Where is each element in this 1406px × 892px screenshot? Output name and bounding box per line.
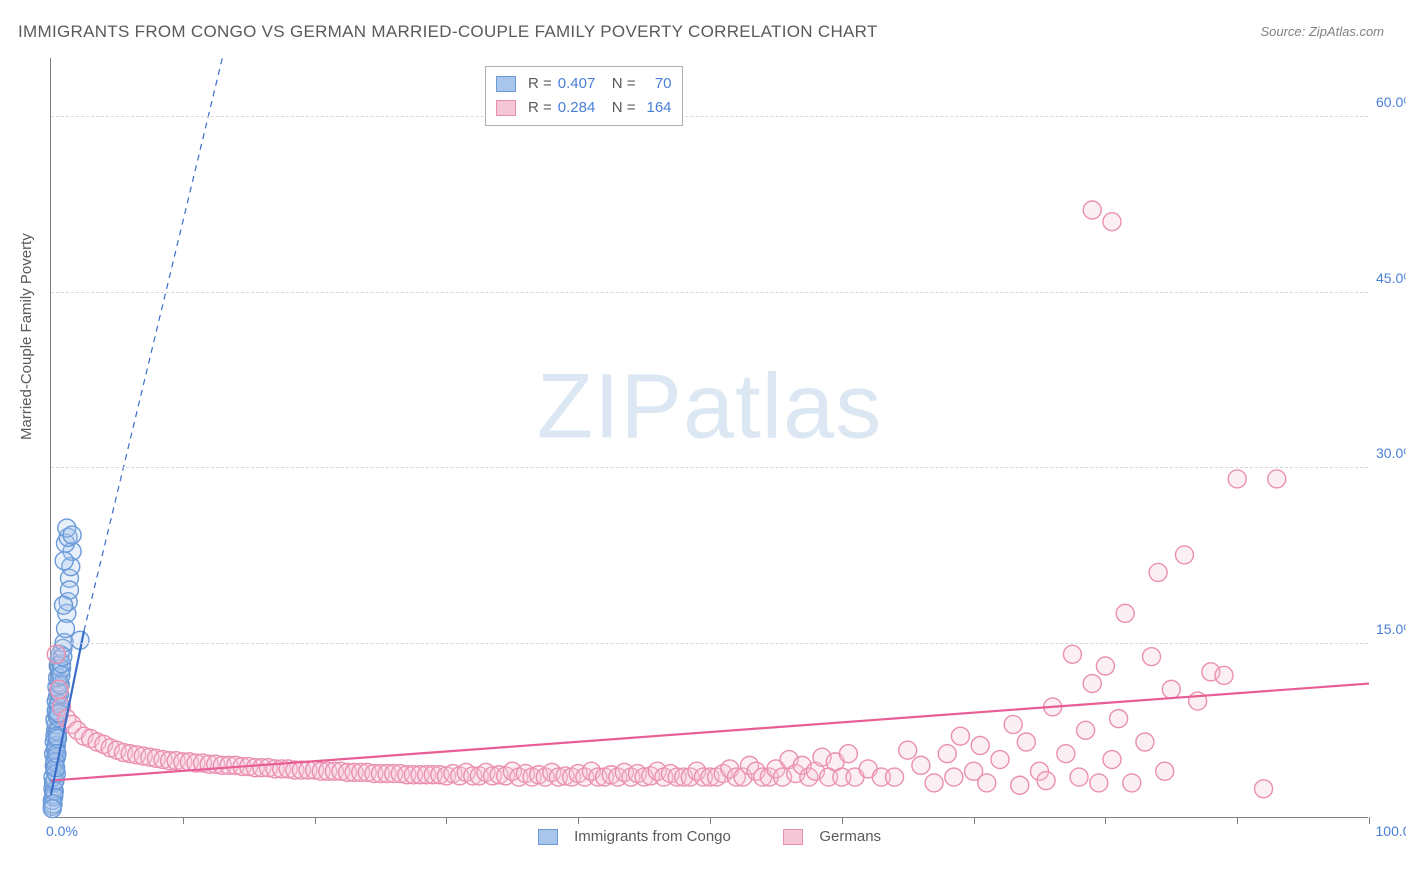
data-point xyxy=(1103,751,1121,769)
x-tick xyxy=(1105,817,1106,824)
gridline xyxy=(51,292,1368,293)
data-point xyxy=(1096,657,1114,675)
legend-row-series-0: R = 0.407 N = 70 xyxy=(496,72,672,96)
r-label-0: R = xyxy=(528,72,552,96)
x-tick xyxy=(842,817,843,824)
data-point xyxy=(1083,201,1101,219)
trend-line-congo-extrapolated xyxy=(84,58,222,631)
data-point xyxy=(63,526,81,544)
data-point xyxy=(55,596,73,614)
y-tick-label: 15.0% xyxy=(1376,621,1406,637)
r-value-0: 0.407 xyxy=(558,72,602,96)
plot-area: ZIPatlas R = 0.407 N = 70 R = 0.284 N = … xyxy=(50,58,1368,818)
data-point xyxy=(1037,772,1055,790)
n-value-1: 164 xyxy=(642,96,672,120)
data-point xyxy=(1228,470,1246,488)
legend-bottom-swatch-1 xyxy=(783,829,803,845)
data-point xyxy=(925,774,943,792)
data-point xyxy=(951,727,969,745)
data-point xyxy=(1090,774,1108,792)
data-point xyxy=(1103,213,1121,231)
y-tick-label: 45.0% xyxy=(1376,270,1406,286)
data-point xyxy=(55,552,73,570)
data-point xyxy=(1011,776,1029,794)
n-label-1: N = xyxy=(612,96,636,120)
x-tick xyxy=(1237,817,1238,824)
gridline xyxy=(51,467,1368,468)
data-point xyxy=(1077,721,1095,739)
x-tick xyxy=(710,817,711,824)
data-point xyxy=(1057,745,1075,763)
chart-svg xyxy=(51,58,1368,817)
data-point xyxy=(1175,546,1193,564)
data-point xyxy=(945,768,963,786)
r-label-1: R = xyxy=(528,96,552,120)
data-point xyxy=(1116,604,1134,622)
data-point xyxy=(971,737,989,755)
data-point xyxy=(1268,470,1286,488)
data-point xyxy=(899,741,917,759)
y-axis-label: Married-Couple Family Poverty xyxy=(18,233,35,440)
y-tick-label: 30.0% xyxy=(1376,445,1406,461)
x-tick xyxy=(578,817,579,824)
correlation-legend: R = 0.407 N = 70 R = 0.284 N = 164 xyxy=(485,66,683,126)
x-tick xyxy=(446,817,447,824)
data-point xyxy=(1123,774,1141,792)
chart-title: IMMIGRANTS FROM CONGO VS GERMAN MARRIED-… xyxy=(18,22,878,42)
data-point xyxy=(978,774,996,792)
r-value-1: 0.284 xyxy=(558,96,602,120)
data-point xyxy=(1215,666,1233,684)
data-point xyxy=(50,680,68,698)
data-point xyxy=(938,745,956,763)
data-point xyxy=(43,800,61,818)
n-value-0: 70 xyxy=(642,72,672,96)
x-axis-label-max: 100.0% xyxy=(1376,823,1406,839)
data-point xyxy=(1004,715,1022,733)
legend-swatch-0 xyxy=(496,76,516,92)
data-point xyxy=(1143,648,1161,666)
data-point xyxy=(47,645,65,663)
data-point xyxy=(1255,780,1273,798)
x-tick xyxy=(183,817,184,824)
gridline xyxy=(51,116,1368,117)
data-point xyxy=(1017,733,1035,751)
data-point xyxy=(839,745,857,763)
data-point xyxy=(912,756,930,774)
legend-swatch-1 xyxy=(496,100,516,116)
legend-bottom-label-0: Immigrants from Congo xyxy=(574,828,731,845)
series-legend: Immigrants from Congo Germans xyxy=(51,827,1368,845)
x-tick xyxy=(974,817,975,824)
gridline xyxy=(51,643,1368,644)
data-point xyxy=(1110,710,1128,728)
source-attribution: Source: ZipAtlas.com xyxy=(1260,24,1384,39)
data-point xyxy=(1136,733,1154,751)
x-tick xyxy=(315,817,316,824)
data-point xyxy=(886,768,904,786)
legend-bottom-label-1: Germans xyxy=(819,828,881,845)
n-label-0: N = xyxy=(612,72,636,96)
data-point xyxy=(1162,680,1180,698)
data-point xyxy=(1149,563,1167,581)
data-point xyxy=(56,620,74,638)
x-tick xyxy=(1369,817,1370,824)
legend-row-series-1: R = 0.284 N = 164 xyxy=(496,96,672,120)
legend-bottom-swatch-0 xyxy=(538,829,558,845)
data-point xyxy=(1070,768,1088,786)
data-point xyxy=(1063,645,1081,663)
y-tick-label: 60.0% xyxy=(1376,94,1406,110)
data-point xyxy=(1083,675,1101,693)
data-point xyxy=(1156,762,1174,780)
data-point xyxy=(991,751,1009,769)
